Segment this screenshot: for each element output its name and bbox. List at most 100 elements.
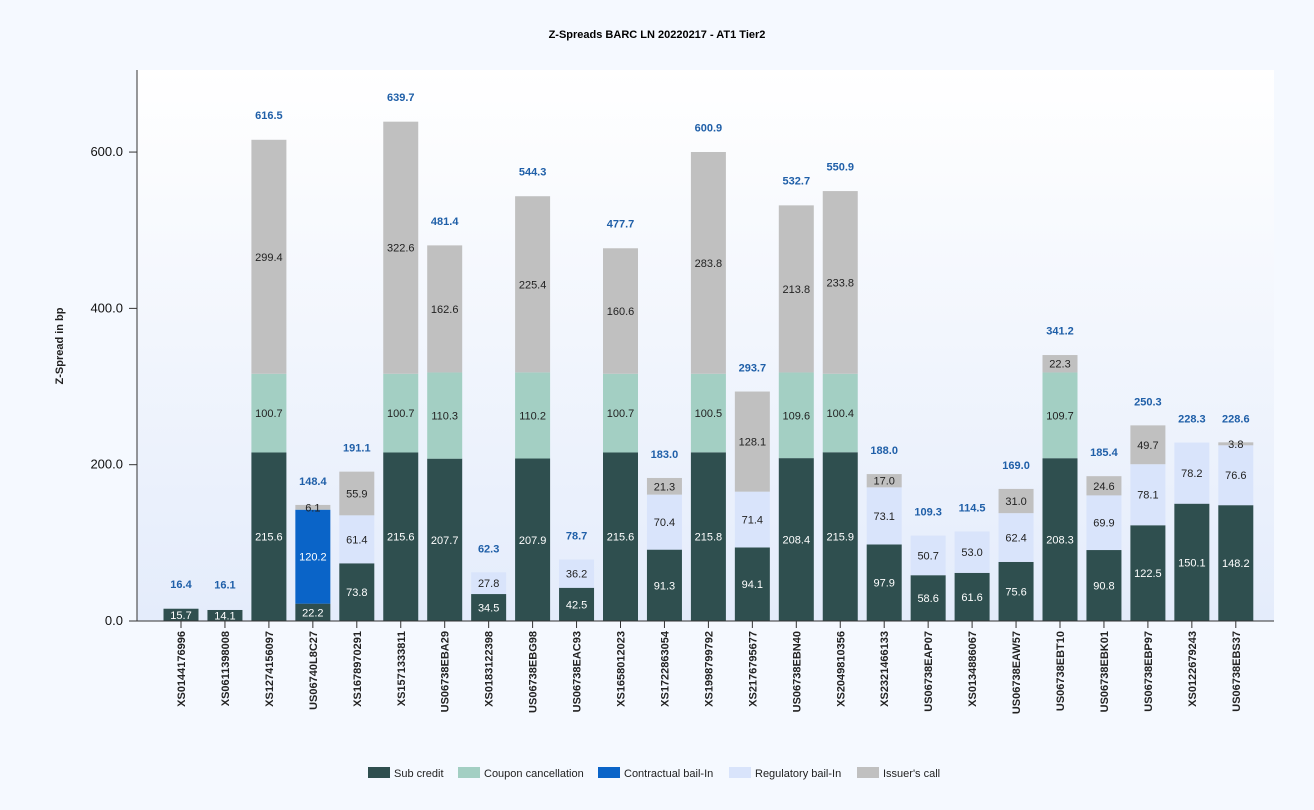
segment-value-label: 31.0 (1005, 496, 1026, 508)
bar-segment[interactable] (778, 372, 814, 459)
bar-segment[interactable] (910, 575, 946, 621)
bar-segment[interactable] (690, 452, 726, 621)
bar-segment[interactable] (1130, 525, 1166, 621)
bar-segment[interactable] (471, 572, 507, 595)
bar-segment[interactable] (427, 372, 463, 459)
bar-segment[interactable] (954, 531, 990, 573)
bar-segment[interactable] (427, 245, 463, 373)
bar-segment[interactable] (734, 391, 770, 492)
bar-segment[interactable] (998, 513, 1034, 562)
bar-segment[interactable] (207, 609, 243, 621)
y-axis: 0.0 200.0 400.0 600.0 (90, 70, 138, 628)
segment-value-label: 76.6 (1225, 470, 1246, 482)
segment-value-label: 215.6 (255, 532, 283, 544)
x-tick-label: XS0183122398 (484, 631, 496, 707)
bar-segment[interactable] (1042, 458, 1078, 621)
bar-segment[interactable] (1174, 442, 1210, 504)
bar-segment[interactable] (778, 458, 814, 621)
bar-segment[interactable] (866, 474, 902, 488)
bar-segment[interactable] (603, 452, 638, 621)
bar-segment[interactable] (339, 563, 375, 621)
bar-segment[interactable] (339, 471, 375, 516)
legend-label: Issuer's call (883, 768, 940, 780)
bar-stack: 215.9 100.4 233.8 550.9 (822, 161, 858, 621)
bar-segment[interactable] (954, 572, 990, 621)
bar-segment[interactable] (559, 559, 595, 588)
bar-segment[interactable] (910, 535, 946, 576)
bar-segment[interactable] (251, 452, 287, 621)
segment-value-label: 61.4 (346, 534, 367, 546)
bar-segment[interactable] (778, 205, 814, 373)
bar-segment[interactable] (646, 477, 682, 495)
bar-segment[interactable] (295, 504, 331, 510)
segment-value-label: 109.7 (1046, 410, 1074, 422)
legend-swatch (598, 767, 620, 778)
bar-stack: 207.7 110.3 162.6 481.4 (427, 216, 463, 621)
bar-segment[interactable] (1086, 495, 1122, 551)
bar-segment[interactable] (734, 547, 770, 621)
bar-segment[interactable] (1042, 355, 1078, 373)
bar-segment[interactable] (1130, 425, 1166, 465)
bar-segment[interactable] (822, 452, 858, 621)
bar-segment[interactable] (163, 608, 199, 621)
bar-segment[interactable] (515, 372, 551, 459)
bar-segment[interactable] (1086, 550, 1122, 621)
bar-stack: 58.6 50.7 109.3 (910, 507, 946, 621)
bar-stack: 215.6 100.7 160.6 477.7 (603, 219, 638, 621)
bar-segment[interactable] (251, 139, 287, 374)
bar-segment[interactable] (1130, 464, 1166, 526)
segment-value-label: 233.8 (826, 277, 854, 289)
segment-value-label: 283.8 (695, 258, 723, 270)
segment-value-label: 78.1 (1137, 490, 1158, 502)
bar-segment[interactable] (383, 373, 419, 453)
x-tick-label: XS1722863054 (659, 630, 671, 707)
bar-segment[interactable] (690, 373, 726, 453)
bar-segment[interactable] (1174, 503, 1210, 621)
segment-value-label: 148.2 (1222, 558, 1250, 570)
bar-segment[interactable] (1086, 476, 1122, 496)
bar-segment[interactable] (646, 549, 682, 621)
x-tick-label: US06738EAW57 (1011, 631, 1023, 714)
bar-segment[interactable] (251, 373, 287, 453)
bar-segment[interactable] (1218, 442, 1254, 446)
bar-segment[interactable] (866, 487, 902, 545)
bar-segment[interactable] (998, 488, 1034, 514)
bar-segment[interactable] (515, 196, 551, 373)
bar-segment[interactable] (690, 151, 726, 374)
segment-value-label: 122.5 (1134, 568, 1162, 580)
segment-value-label: 21.3 (654, 481, 675, 493)
x-tick-label: XS1998799792 (703, 631, 715, 707)
bar-segment[interactable] (339, 515, 375, 564)
bar-segment[interactable] (734, 491, 770, 548)
bar-segment[interactable] (822, 191, 858, 374)
bar-segment[interactable] (646, 494, 682, 550)
bar-segment[interactable] (295, 509, 331, 604)
bar-segment[interactable] (427, 458, 463, 621)
total-value-label: 481.4 (431, 216, 459, 228)
total-value-label: 639.7 (387, 92, 415, 104)
bar-segment[interactable] (383, 121, 419, 374)
total-value-label: 293.7 (739, 362, 767, 374)
bar-segment[interactable] (295, 603, 331, 621)
segment-value-label: 14.1 (214, 610, 235, 622)
bar-stack: 208.3 109.7 22.3 341.2 (1042, 325, 1078, 621)
bar-segment[interactable] (1218, 445, 1254, 506)
bar-segment[interactable] (1218, 505, 1254, 621)
segment-value-label: 162.6 (431, 304, 459, 316)
bar-segment[interactable] (998, 561, 1034, 621)
bar-segment[interactable] (1042, 372, 1078, 459)
bar-segment[interactable] (559, 587, 595, 621)
bar-segment[interactable] (515, 458, 551, 621)
bar-segment[interactable] (866, 544, 902, 621)
segment-value-label: 75.6 (1005, 586, 1026, 598)
total-value-label: 191.1 (343, 443, 371, 455)
bar-segment[interactable] (383, 452, 419, 621)
bar-segment[interactable] (471, 594, 507, 621)
bar-segment[interactable] (603, 248, 638, 374)
x-tick-label: XS1571333811 (396, 631, 408, 706)
bar-stack: 215.6 100.7 322.6 639.7 (383, 92, 419, 621)
bar-segment[interactable] (603, 373, 638, 453)
bar-segment[interactable] (822, 373, 858, 453)
total-value-label: 228.3 (1178, 414, 1206, 426)
bars-group: 15.7 16.4 14.1 16.1 215.6 100.7 299.4 616.5 22.2… (163, 92, 1254, 622)
